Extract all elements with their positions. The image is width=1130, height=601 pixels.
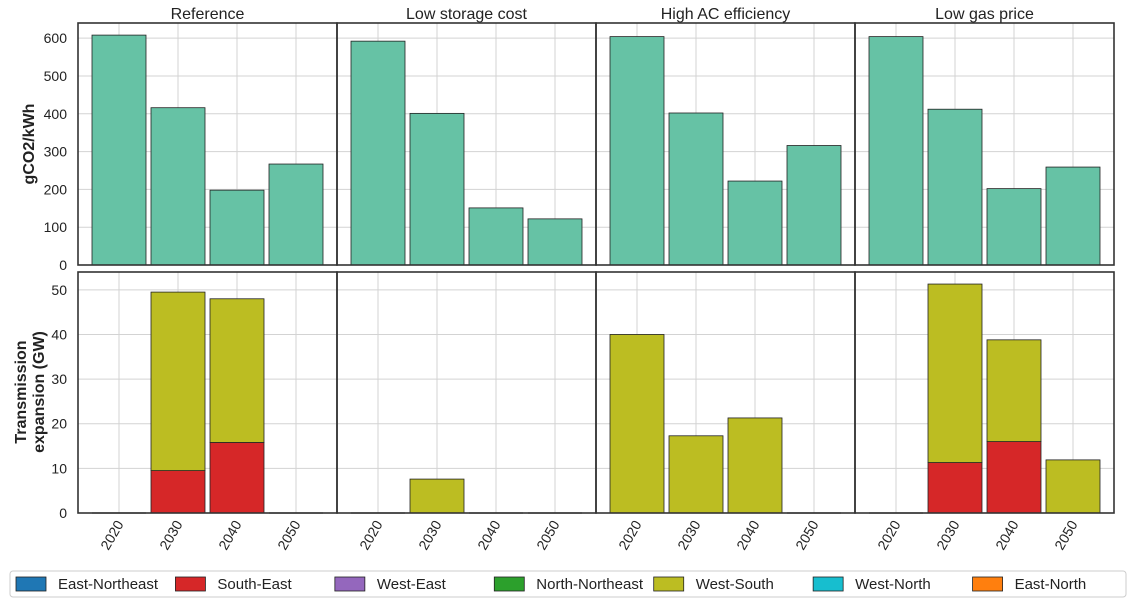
bar-co2 bbox=[868, 36, 924, 266]
panel-title: Low gas price bbox=[935, 6, 1034, 23]
bar-co2 bbox=[527, 218, 583, 266]
x-tick-label: 2050 bbox=[533, 517, 563, 552]
legend: East-Northeast South-East West-East North-N… bbox=[9, 570, 1127, 598]
bar-co2 bbox=[986, 188, 1042, 266]
y-axis-label-line: Transmission bbox=[13, 340, 30, 443]
bar-south-east bbox=[209, 442, 265, 514]
y-axis-label-line: expansion (GW) bbox=[31, 331, 48, 453]
bar-west-south bbox=[209, 298, 265, 443]
legend-label: North-Northeast bbox=[536, 576, 644, 593]
x-tick-label: 2030 bbox=[674, 517, 704, 552]
y-tick-label: 500 bbox=[44, 68, 68, 84]
bar-west-south bbox=[1045, 459, 1101, 514]
x-tick-label: 2020 bbox=[356, 517, 386, 552]
bar-south-east bbox=[150, 470, 206, 514]
y-tick-label: 30 bbox=[51, 371, 67, 387]
panel-frame bbox=[854, 271, 1115, 514]
x-tick-label: 2040 bbox=[992, 517, 1022, 552]
y-tick-label: 10 bbox=[51, 460, 67, 476]
bar-co2 bbox=[927, 108, 983, 266]
bar-co2 bbox=[150, 107, 206, 266]
bar-west-south bbox=[150, 291, 206, 472]
x-tick-label: 2050 bbox=[274, 517, 304, 552]
legend-swatch bbox=[493, 576, 525, 592]
y-axis-label-top: gCO2/kWh bbox=[21, 104, 38, 185]
bar-west-south bbox=[609, 334, 665, 514]
x-tick-label: 2020 bbox=[615, 517, 645, 552]
bar-south-east bbox=[927, 462, 983, 514]
bar-co2 bbox=[409, 112, 465, 266]
bar-west-south bbox=[927, 283, 983, 463]
x-tick-label: 2050 bbox=[792, 517, 822, 552]
bar-co2 bbox=[468, 207, 524, 266]
bar-west-south bbox=[986, 339, 1042, 442]
panel-title: High AC efficiency bbox=[661, 6, 791, 23]
frame-layer bbox=[77, 22, 1115, 514]
x-tick-label: 2030 bbox=[933, 517, 963, 552]
x-tick-label: 2020 bbox=[874, 517, 904, 552]
y-tick-label: 0 bbox=[59, 505, 67, 521]
y-tick-label: 300 bbox=[44, 144, 68, 160]
y-tick-label: 600 bbox=[44, 30, 68, 46]
legend-swatch bbox=[972, 576, 1003, 592]
legend-swatch bbox=[334, 576, 366, 592]
y-tick-label: 100 bbox=[44, 219, 68, 235]
bar-co2 bbox=[209, 189, 265, 266]
bar-co2 bbox=[609, 36, 665, 266]
y-tick-label: 0 bbox=[59, 257, 67, 273]
y-tick-label: 50 bbox=[51, 282, 67, 298]
x-tick-label: 2040 bbox=[733, 517, 763, 552]
x-tick-label: 2040 bbox=[474, 517, 504, 552]
bar-west-south bbox=[668, 435, 724, 514]
legend-label: West-East bbox=[377, 576, 447, 593]
y-tick-label: 200 bbox=[44, 181, 68, 197]
x-tick-label: 2030 bbox=[415, 517, 445, 552]
bar-co2 bbox=[786, 145, 842, 266]
legend-box bbox=[9, 570, 1127, 598]
bar-co2 bbox=[668, 112, 724, 266]
bar-co2 bbox=[727, 180, 783, 266]
legend-label: East-North bbox=[1015, 576, 1087, 593]
y-axis-label-bottom: Transmissionexpansion (GW) bbox=[13, 331, 48, 453]
bar-west-south bbox=[727, 417, 783, 514]
panel-title: Low storage cost bbox=[406, 6, 528, 23]
bars-layer bbox=[91, 34, 1101, 514]
legend-label: West-North bbox=[855, 576, 931, 593]
x-tick-label: 2020 bbox=[97, 517, 127, 552]
legend-swatch bbox=[15, 576, 47, 592]
legend-swatch bbox=[175, 576, 206, 592]
x-tick-label: 2040 bbox=[215, 517, 245, 552]
x-tick-label: 2030 bbox=[156, 517, 186, 552]
bar-co2 bbox=[350, 40, 406, 266]
y-tick-label: 40 bbox=[51, 326, 67, 342]
bar-south-east bbox=[986, 441, 1042, 514]
bar-west-south bbox=[409, 478, 465, 514]
legend-swatch bbox=[812, 576, 844, 592]
legend-label: West-South bbox=[696, 576, 774, 593]
x-tick-label: 2050 bbox=[1051, 517, 1081, 552]
y-tick-label: 400 bbox=[44, 106, 68, 122]
panel-frame bbox=[854, 22, 1115, 266]
bar-co2 bbox=[1045, 166, 1101, 266]
bar-co2 bbox=[268, 163, 324, 266]
legend-label: East-Northeast bbox=[58, 576, 159, 593]
panel-frame bbox=[77, 271, 338, 514]
bar-co2 bbox=[91, 34, 147, 266]
legend-swatch bbox=[653, 576, 685, 592]
y-tick-label: 20 bbox=[51, 416, 67, 432]
legend-label: South-East bbox=[217, 576, 292, 593]
panel-frame bbox=[336, 271, 597, 514]
panel-title: Reference bbox=[171, 6, 245, 23]
